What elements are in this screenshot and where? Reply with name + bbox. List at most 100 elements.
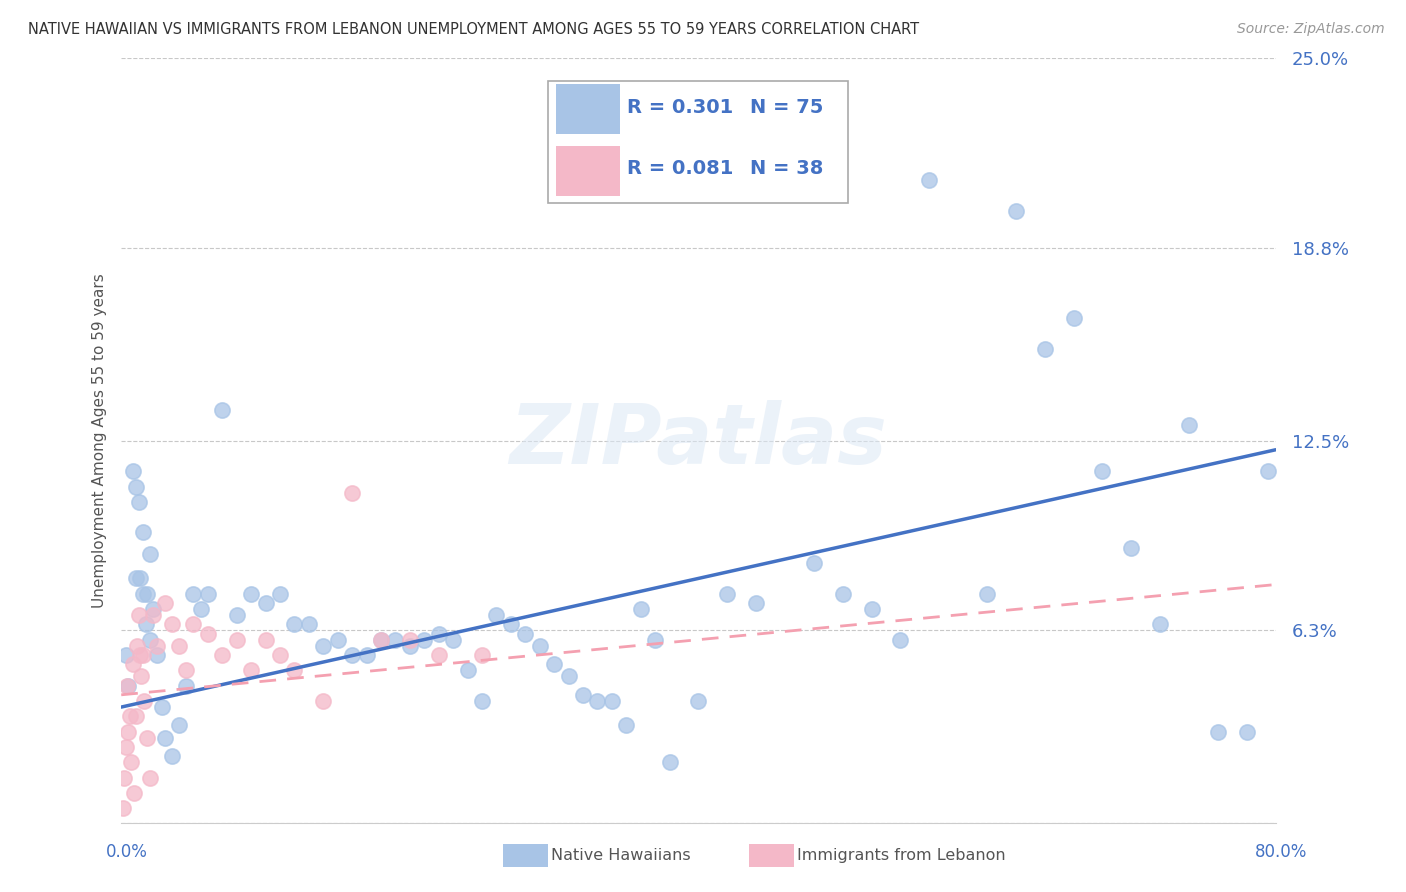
Text: Source: ZipAtlas.com: Source: ZipAtlas.com [1237, 22, 1385, 37]
Point [1257, 464, 1279, 478]
Point [134, 694, 156, 708]
Point [1091, 464, 1114, 478]
Point [340, 485, 363, 500]
Point [557, 669, 579, 683]
Point [1206, 724, 1229, 739]
Point [356, 648, 378, 662]
Text: R = 0.301: R = 0.301 [627, 98, 733, 117]
Point [128, 608, 150, 623]
Point [135, 617, 157, 632]
Point [630, 602, 652, 616]
Text: N = 75: N = 75 [751, 98, 824, 117]
Text: Immigrants from Lebanon: Immigrants from Lebanon [797, 848, 1005, 863]
Point [614, 718, 637, 732]
Point [120, 756, 142, 770]
Point [515, 626, 537, 640]
Point [225, 632, 247, 647]
Point [254, 596, 277, 610]
Point [174, 679, 197, 693]
Point [146, 648, 169, 662]
Point [160, 617, 183, 632]
Point [174, 663, 197, 677]
Point [124, 709, 146, 723]
Point [122, 786, 145, 800]
Point [529, 639, 551, 653]
Point [745, 596, 768, 610]
Point [167, 639, 190, 653]
Point [326, 632, 349, 647]
Point [1005, 203, 1028, 218]
Y-axis label: Unemployment Among Ages 55 to 59 years: Unemployment Among Ages 55 to 59 years [93, 273, 107, 608]
Point [471, 648, 494, 662]
Point [190, 602, 212, 616]
Point [976, 587, 998, 601]
Point [121, 464, 143, 478]
Point [1178, 418, 1201, 433]
Point [167, 718, 190, 732]
Point [427, 626, 450, 640]
Point [131, 669, 153, 683]
Text: 0.0%: 0.0% [105, 843, 148, 861]
Point [183, 617, 205, 632]
Point [153, 596, 176, 610]
Point [211, 648, 233, 662]
Point [600, 694, 623, 708]
FancyBboxPatch shape [548, 80, 848, 203]
Point [132, 648, 155, 662]
Point [283, 663, 305, 677]
Point [124, 571, 146, 585]
Point [413, 632, 436, 647]
Point [150, 700, 173, 714]
Point [197, 626, 219, 640]
Point [283, 617, 305, 632]
Point [1121, 541, 1143, 555]
Point [129, 648, 152, 662]
Point [128, 495, 150, 509]
Point [225, 608, 247, 623]
Text: N = 38: N = 38 [751, 159, 824, 178]
Point [160, 749, 183, 764]
Point [370, 632, 392, 647]
FancyBboxPatch shape [557, 85, 620, 135]
Point [115, 679, 138, 693]
Point [121, 657, 143, 672]
Point [114, 739, 136, 754]
Text: R = 0.081: R = 0.081 [627, 159, 733, 178]
Point [499, 617, 522, 632]
Point [427, 648, 450, 662]
Point [773, 158, 796, 172]
Point [1149, 617, 1171, 632]
Point [312, 639, 335, 653]
Point [658, 756, 681, 770]
Point [114, 648, 136, 662]
Point [471, 694, 494, 708]
Point [1236, 724, 1258, 739]
Point [117, 724, 139, 739]
Text: NATIVE HAWAIIAN VS IMMIGRANTS FROM LEBANON UNEMPLOYMENT AMONG AGES 55 TO 59 YEAR: NATIVE HAWAIIAN VS IMMIGRANTS FROM LEBAN… [28, 22, 920, 37]
Point [384, 632, 406, 647]
Point [269, 648, 291, 662]
FancyBboxPatch shape [557, 145, 620, 195]
Point [586, 694, 609, 708]
Point [112, 771, 135, 785]
Point [860, 602, 883, 616]
Point [129, 571, 152, 585]
Point [398, 639, 420, 653]
Point [1033, 342, 1056, 356]
Point [644, 632, 666, 647]
Point [132, 587, 155, 601]
Point [398, 632, 420, 647]
Point [124, 479, 146, 493]
Point [142, 608, 165, 623]
Point [197, 587, 219, 601]
Point [118, 709, 141, 723]
Point [803, 556, 825, 570]
Point [139, 771, 162, 785]
Point [543, 657, 565, 672]
Point [139, 632, 162, 647]
Point [211, 403, 233, 417]
Point [136, 731, 159, 745]
Point [1063, 311, 1085, 326]
Point [111, 801, 134, 815]
Point [831, 587, 853, 601]
